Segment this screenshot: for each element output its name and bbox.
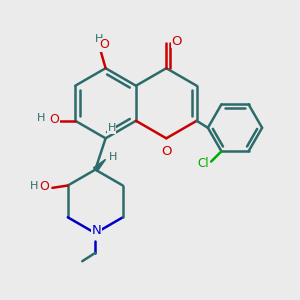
Text: O: O: [100, 38, 110, 51]
Text: H: H: [107, 123, 116, 133]
Text: O: O: [161, 145, 172, 158]
Text: O: O: [171, 34, 182, 48]
Polygon shape: [94, 159, 106, 171]
Text: H: H: [108, 152, 117, 162]
Text: O: O: [49, 113, 59, 126]
Text: Cl: Cl: [197, 158, 208, 170]
Text: H: H: [94, 34, 103, 44]
Text: H: H: [29, 181, 38, 190]
Text: N: N: [92, 224, 101, 237]
Text: H: H: [37, 112, 45, 122]
Text: O: O: [40, 180, 50, 194]
